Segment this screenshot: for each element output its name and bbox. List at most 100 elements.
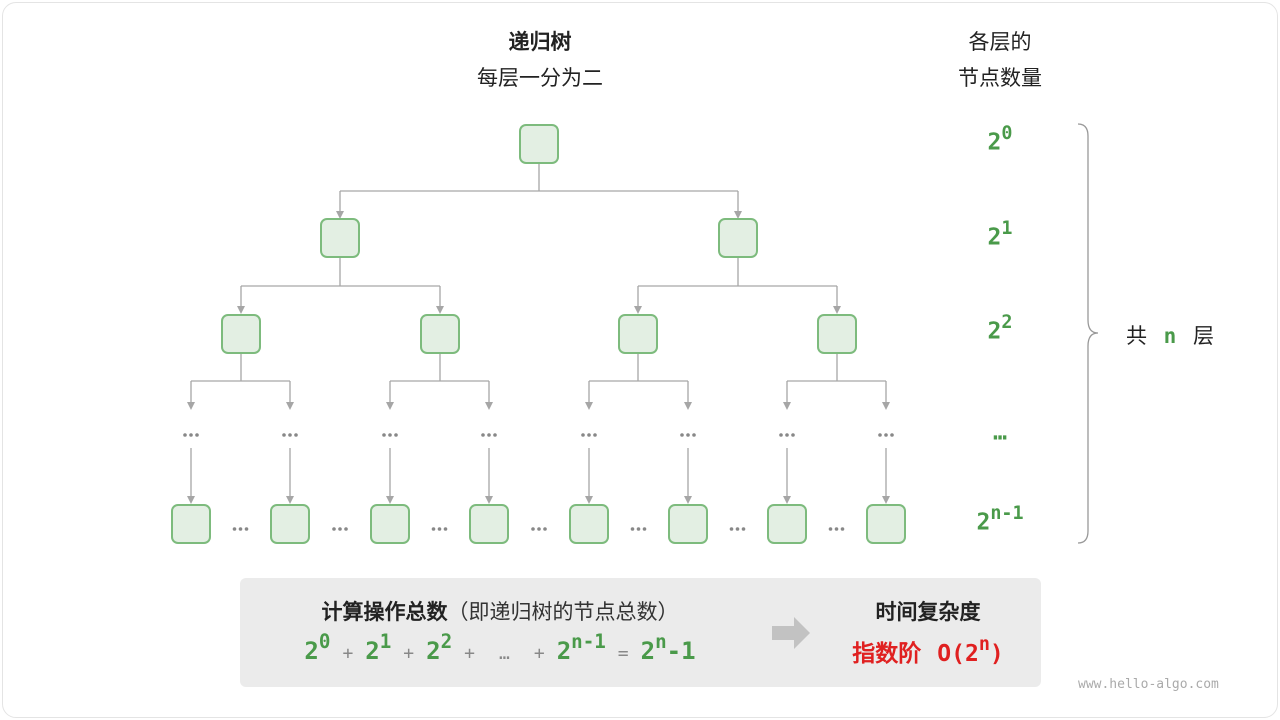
ellipsis-dot [642, 527, 647, 531]
title-line1: 递归树 [508, 30, 572, 54]
ellipsis-dot [636, 527, 641, 531]
ellipsis-dot [394, 433, 398, 437]
term-base: 2 [556, 637, 572, 665]
ellipsis-dot [382, 433, 386, 437]
arrowhead [286, 496, 294, 504]
ellipsis-dot [543, 527, 547, 531]
total-layers-prefix: 共 [1125, 324, 1147, 348]
ellipsis-dot [388, 433, 392, 437]
complexity-heading: 时间复杂度 [875, 600, 981, 624]
arrowhead [585, 496, 593, 504]
ellipsis-dot [890, 433, 894, 437]
arrowhead [634, 306, 642, 314]
ellipsis-dot [443, 527, 448, 531]
level-exp: n-1 [990, 503, 1024, 524]
tree-node [171, 504, 211, 544]
formula-term: 2n-1 [641, 630, 696, 665]
level-base: … [993, 419, 1007, 446]
total-layers: 共 n 层 [1115, 320, 1225, 350]
ellipsis-dot [531, 527, 535, 531]
watermark: www.hello-algo.com [1078, 677, 1219, 692]
formula-operator: + [464, 643, 475, 664]
arrowhead [386, 402, 394, 410]
tree-node [767, 504, 807, 544]
ellipsis-dot [840, 527, 845, 531]
ellipsis-dot [238, 527, 243, 531]
summary-panel [240, 578, 1041, 687]
term-exp: 1 [379, 630, 392, 653]
ellipsis-dot [294, 433, 298, 437]
ellipsis-dot [884, 433, 888, 437]
tree-node [817, 314, 857, 354]
ellipsis-dot [630, 527, 635, 531]
ellipsis-dot [686, 433, 690, 437]
summary-heading-main: 计算操作总数 [321, 600, 448, 624]
level-base: 2 [987, 318, 1002, 345]
arrowhead [286, 402, 294, 410]
sum-formula: 20+ 21+ 22+… +2n-1= 2n-1 [240, 630, 760, 665]
ellipsis-dot [791, 433, 795, 437]
term-exp: 2 [440, 630, 453, 653]
term-base: 2 [365, 637, 380, 665]
ellipsis-dot [878, 433, 882, 437]
tree-node [370, 504, 410, 544]
ellipsis-dot [344, 527, 348, 531]
ellipsis-dot [431, 527, 436, 531]
tree-node [569, 504, 609, 544]
ellipsis-dot [785, 433, 789, 437]
ellipsis-dot [288, 433, 292, 437]
ellipsis-dot [587, 433, 591, 437]
term-exp: n-1 [571, 630, 606, 653]
formula-term: 2n-1 [556, 630, 606, 665]
ellipsis-dot [741, 527, 746, 531]
ellipsis-dot [244, 527, 249, 531]
term-base: 2 [426, 637, 441, 665]
tree-node [718, 218, 758, 258]
tree-node [320, 218, 360, 258]
summary-heading: 计算操作总数（即递归树的节点总数） [240, 596, 760, 626]
level-count: 2n-1 [940, 503, 1060, 536]
formula-operator: = [617, 643, 629, 664]
arrowhead [585, 402, 593, 410]
arrowhead [734, 211, 742, 219]
arrowhead [187, 402, 195, 410]
level-count: … [940, 415, 1060, 446]
tree-node [866, 504, 906, 544]
ellipsis-dot [481, 433, 485, 437]
ellipsis-dot [493, 433, 497, 437]
ellipsis-dot [537, 527, 541, 531]
term-tail: -1 [666, 637, 696, 665]
ellipsis-dot [232, 527, 237, 531]
ellipsis-dot [332, 527, 336, 531]
formula-operator: + [533, 643, 545, 664]
ellipsis-dot [593, 433, 597, 437]
formula-term: 22 [426, 630, 452, 665]
tree-node [221, 314, 261, 354]
title-line2: 每层一分为二 [477, 66, 603, 90]
ellipsis-dot [729, 527, 734, 531]
formula-term: 21 [365, 630, 391, 665]
tree-node [618, 314, 658, 354]
count-header-line1: 各层的 [968, 30, 1032, 54]
count-header-line2: 节点数量 [958, 66, 1042, 90]
complexity-expr: O(2n) [937, 634, 1004, 667]
total-layers-suffix: 层 [1193, 324, 1215, 348]
ellipsis-dot [834, 527, 839, 531]
tree-node [420, 314, 460, 354]
term-exp: 0 [318, 630, 331, 653]
ellipsis-dot [779, 433, 783, 437]
arrowhead [485, 402, 493, 410]
level-exp: 2 [1001, 312, 1013, 333]
level-base: 2 [987, 129, 1002, 156]
complexity-post: ) [989, 641, 1004, 667]
brace [1077, 123, 1099, 544]
complexity-name: 指数阶 [852, 641, 922, 667]
arrowhead [336, 211, 344, 219]
summary-heading-note: （即递归树的节点总数） [447, 600, 679, 624]
level-count: 21 [940, 218, 1060, 251]
ellipsis-dot [692, 433, 696, 437]
formula-operator: … [499, 643, 510, 664]
ellipsis-dot [183, 433, 187, 437]
complexity-pre: O(2 [937, 641, 979, 667]
